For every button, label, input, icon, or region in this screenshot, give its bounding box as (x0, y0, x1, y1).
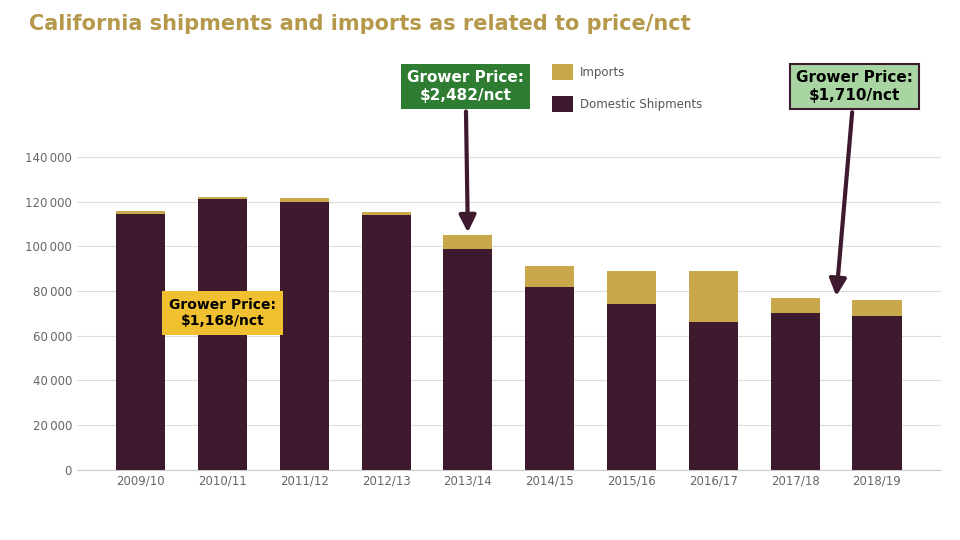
Bar (279, 201, 328, 470)
Bar (198, 199, 247, 470)
Text: Grower Price:
$2,482/nct: Grower Price: $2,482/nct (407, 70, 524, 228)
Text: California shipments and imports as related to price/nct: California shipments and imports as rela… (29, 14, 690, 33)
Bar (525, 266, 574, 287)
Bar (607, 305, 656, 470)
Bar (689, 271, 738, 322)
Text: 4: 4 (939, 521, 946, 531)
Text: Grower Price:
$1,710/nct: Grower Price: $1,710/nct (796, 70, 913, 292)
Bar (362, 215, 411, 470)
Bar (689, 322, 738, 470)
Bar (116, 214, 165, 470)
Bar (552, 64, 573, 80)
Bar (116, 211, 165, 214)
Bar (607, 271, 656, 305)
Text: Domestic Shipments: Domestic Shipments (580, 98, 702, 111)
Bar (279, 198, 328, 201)
Bar (771, 313, 820, 470)
Text: Grower Price:
$1,168/nct: Grower Price: $1,168/nct (169, 298, 276, 328)
Text: Source: California Prune Board Handlers' Reports & FAS: Source: California Prune Board Handlers'… (19, 515, 328, 525)
Bar (198, 197, 247, 199)
Bar (444, 248, 492, 470)
Bar (771, 298, 820, 313)
Bar (852, 300, 901, 315)
Bar (552, 96, 573, 112)
Bar (852, 315, 901, 470)
Bar (362, 212, 411, 215)
Bar (444, 235, 492, 248)
Text: Imports: Imports (580, 66, 625, 79)
Bar (525, 287, 574, 470)
